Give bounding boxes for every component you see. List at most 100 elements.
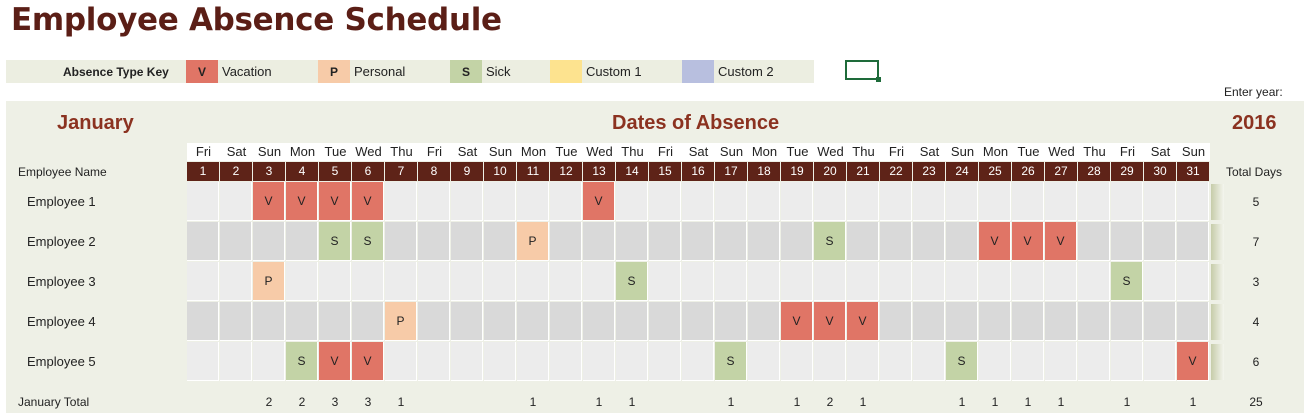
- absence-cell[interactable]: [748, 182, 780, 221]
- absence-cell[interactable]: [616, 302, 648, 341]
- absence-cell[interactable]: [682, 182, 714, 221]
- absence-cell[interactable]: [913, 222, 945, 261]
- absence-cell[interactable]: [187, 342, 219, 381]
- absence-cell[interactable]: [748, 262, 780, 301]
- absence-cell[interactable]: V: [1045, 222, 1077, 261]
- absence-cell[interactable]: [583, 222, 615, 261]
- absence-cell[interactable]: S: [286, 342, 318, 381]
- absence-cell[interactable]: [1144, 262, 1176, 301]
- absence-cell[interactable]: [220, 262, 252, 301]
- absence-cell[interactable]: [451, 302, 483, 341]
- absence-cell[interactable]: [550, 262, 582, 301]
- absence-cell[interactable]: [286, 302, 318, 341]
- absence-cell[interactable]: [1111, 342, 1143, 381]
- absence-cell[interactable]: [1177, 262, 1209, 301]
- absence-cell[interactable]: [484, 182, 516, 221]
- absence-cell[interactable]: [220, 342, 252, 381]
- absence-cell[interactable]: [781, 262, 813, 301]
- absence-cell[interactable]: V: [319, 182, 351, 221]
- absence-cell[interactable]: [1144, 342, 1176, 381]
- absence-cell[interactable]: [253, 302, 285, 341]
- absence-cell[interactable]: [451, 222, 483, 261]
- absence-cell[interactable]: S: [616, 262, 648, 301]
- absence-cell[interactable]: [880, 222, 912, 261]
- absence-cell[interactable]: [484, 222, 516, 261]
- absence-cell[interactable]: [319, 262, 351, 301]
- absence-cell[interactable]: [1078, 262, 1110, 301]
- absence-cell[interactable]: [253, 342, 285, 381]
- absence-cell[interactable]: [781, 222, 813, 261]
- absence-cell[interactable]: V: [1177, 342, 1209, 381]
- absence-cell[interactable]: [847, 342, 879, 381]
- absence-cell[interactable]: [847, 222, 879, 261]
- absence-cell[interactable]: [616, 342, 648, 381]
- selected-cell[interactable]: [845, 60, 881, 82]
- absence-cell[interactable]: [649, 222, 681, 261]
- absence-cell[interactable]: [1045, 302, 1077, 341]
- absence-cell[interactable]: [1111, 302, 1143, 341]
- absence-cell[interactable]: [286, 222, 318, 261]
- absence-cell[interactable]: [814, 262, 846, 301]
- absence-cell[interactable]: [220, 302, 252, 341]
- absence-cell[interactable]: S: [352, 222, 384, 261]
- absence-cell[interactable]: [649, 182, 681, 221]
- absence-cell[interactable]: [913, 342, 945, 381]
- absence-cell[interactable]: [979, 342, 1011, 381]
- absence-cell[interactable]: [880, 342, 912, 381]
- absence-cell[interactable]: [1177, 182, 1209, 221]
- absence-cell[interactable]: [550, 182, 582, 221]
- absence-cell[interactable]: [583, 262, 615, 301]
- absence-cell[interactable]: [847, 262, 879, 301]
- absence-cell[interactable]: V: [814, 302, 846, 341]
- absence-cell[interactable]: [1078, 342, 1110, 381]
- absence-cell[interactable]: [253, 222, 285, 261]
- absence-cell[interactable]: [1078, 182, 1110, 221]
- absence-cell[interactable]: [682, 222, 714, 261]
- absence-cell[interactable]: [484, 302, 516, 341]
- absence-cell[interactable]: [946, 302, 978, 341]
- absence-cell[interactable]: [1078, 222, 1110, 261]
- absence-cell[interactable]: P: [517, 222, 549, 261]
- absence-cell[interactable]: [979, 262, 1011, 301]
- absence-cell[interactable]: [583, 342, 615, 381]
- absence-cell[interactable]: [418, 222, 450, 261]
- absence-cell[interactable]: [715, 262, 747, 301]
- absence-cell[interactable]: [187, 222, 219, 261]
- absence-cell[interactable]: V: [352, 342, 384, 381]
- absence-cell[interactable]: V: [319, 342, 351, 381]
- absence-cell[interactable]: [1111, 222, 1143, 261]
- absence-cell[interactable]: [352, 302, 384, 341]
- absence-cell[interactable]: [880, 302, 912, 341]
- absence-cell[interactable]: [418, 182, 450, 221]
- absence-cell[interactable]: [913, 262, 945, 301]
- absence-cell[interactable]: [319, 302, 351, 341]
- absence-cell[interactable]: [451, 342, 483, 381]
- absence-cell[interactable]: [517, 262, 549, 301]
- absence-cell[interactable]: [187, 302, 219, 341]
- absence-cell[interactable]: [880, 262, 912, 301]
- absence-cell[interactable]: [418, 342, 450, 381]
- absence-cell[interactable]: [1012, 262, 1044, 301]
- absence-cell[interactable]: [1045, 262, 1077, 301]
- absence-cell[interactable]: [352, 262, 384, 301]
- absence-cell[interactable]: V: [286, 182, 318, 221]
- absence-cell[interactable]: [781, 342, 813, 381]
- absence-cell[interactable]: V: [583, 182, 615, 221]
- absence-cell[interactable]: [385, 342, 417, 381]
- absence-cell[interactable]: [1177, 222, 1209, 261]
- absence-cell[interactable]: [913, 182, 945, 221]
- absence-cell[interactable]: V: [1012, 222, 1044, 261]
- absence-cell[interactable]: [682, 262, 714, 301]
- absence-cell[interactable]: [418, 302, 450, 341]
- absence-cell[interactable]: P: [253, 262, 285, 301]
- year-input[interactable]: 2016: [1232, 112, 1277, 134]
- absence-cell[interactable]: [748, 222, 780, 261]
- absence-cell[interactable]: [550, 302, 582, 341]
- absence-cell[interactable]: [385, 222, 417, 261]
- absence-cell[interactable]: [913, 302, 945, 341]
- absence-cell[interactable]: S: [715, 342, 747, 381]
- absence-cell[interactable]: [385, 182, 417, 221]
- absence-cell[interactable]: [484, 342, 516, 381]
- absence-cell[interactable]: [616, 222, 648, 261]
- absence-cell[interactable]: [517, 182, 549, 221]
